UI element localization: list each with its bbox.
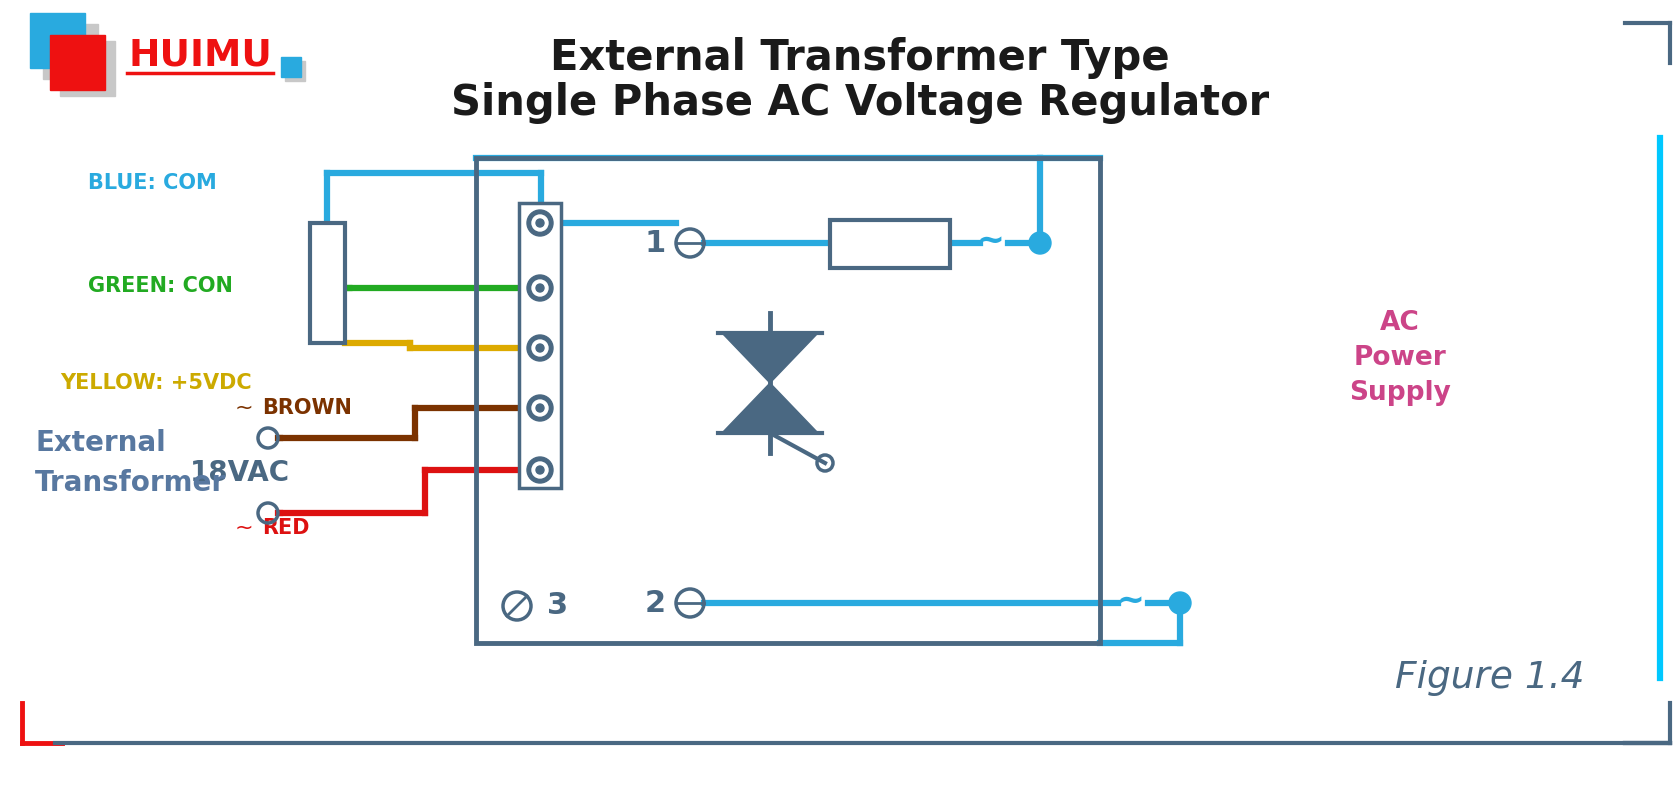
- Text: 1: 1: [645, 228, 665, 258]
- Circle shape: [536, 344, 544, 352]
- Text: Transformer: Transformer: [35, 469, 227, 497]
- Circle shape: [527, 210, 552, 236]
- Bar: [477, 158, 1100, 643]
- Text: 18VAC: 18VAC: [190, 459, 290, 487]
- Bar: [30, 13, 86, 68]
- Circle shape: [1029, 232, 1051, 254]
- Circle shape: [532, 462, 547, 478]
- Bar: [280, 57, 301, 77]
- Circle shape: [536, 284, 544, 292]
- Circle shape: [536, 466, 544, 474]
- Bar: [829, 220, 950, 268]
- Circle shape: [532, 280, 547, 296]
- Polygon shape: [722, 333, 818, 383]
- Bar: [519, 203, 561, 488]
- Bar: [50, 35, 106, 90]
- Circle shape: [527, 275, 552, 301]
- Text: HUIMU: HUIMU: [128, 38, 272, 74]
- Text: AC: AC: [1380, 310, 1420, 336]
- Text: Load: Load: [856, 232, 923, 256]
- Circle shape: [527, 335, 552, 361]
- Text: ~: ~: [1117, 584, 1143, 618]
- Circle shape: [527, 395, 552, 421]
- Text: Supply: Supply: [1348, 380, 1451, 406]
- Text: GREEN: CON: GREEN: CON: [87, 276, 233, 296]
- Circle shape: [536, 219, 544, 227]
- Text: 3: 3: [547, 591, 568, 621]
- Text: BLUE: COM: BLUE: COM: [87, 173, 217, 193]
- Bar: [311, 223, 344, 343]
- Text: Figure 1.4: Figure 1.4: [1395, 660, 1585, 696]
- Text: Single Phase AC Voltage Regulator: Single Phase AC Voltage Regulator: [452, 82, 1269, 124]
- Circle shape: [532, 340, 547, 356]
- Bar: [285, 61, 306, 81]
- Circle shape: [532, 215, 547, 231]
- Bar: [60, 41, 114, 96]
- Text: RED: RED: [262, 518, 309, 538]
- Text: External Transformer Type: External Transformer Type: [551, 37, 1170, 79]
- Text: 2: 2: [645, 588, 665, 618]
- Text: BROWN: BROWN: [262, 398, 353, 418]
- Text: ~: ~: [975, 224, 1004, 258]
- Circle shape: [1169, 592, 1190, 614]
- Text: YELLOW: +5VDC: YELLOW: +5VDC: [60, 373, 252, 393]
- Polygon shape: [722, 383, 818, 433]
- Bar: [44, 24, 97, 79]
- Text: External: External: [35, 429, 166, 457]
- Circle shape: [527, 457, 552, 483]
- Text: ~: ~: [235, 398, 254, 418]
- Circle shape: [536, 404, 544, 412]
- Text: Power: Power: [1353, 345, 1446, 371]
- Circle shape: [532, 400, 547, 416]
- Text: ~: ~: [235, 518, 254, 538]
